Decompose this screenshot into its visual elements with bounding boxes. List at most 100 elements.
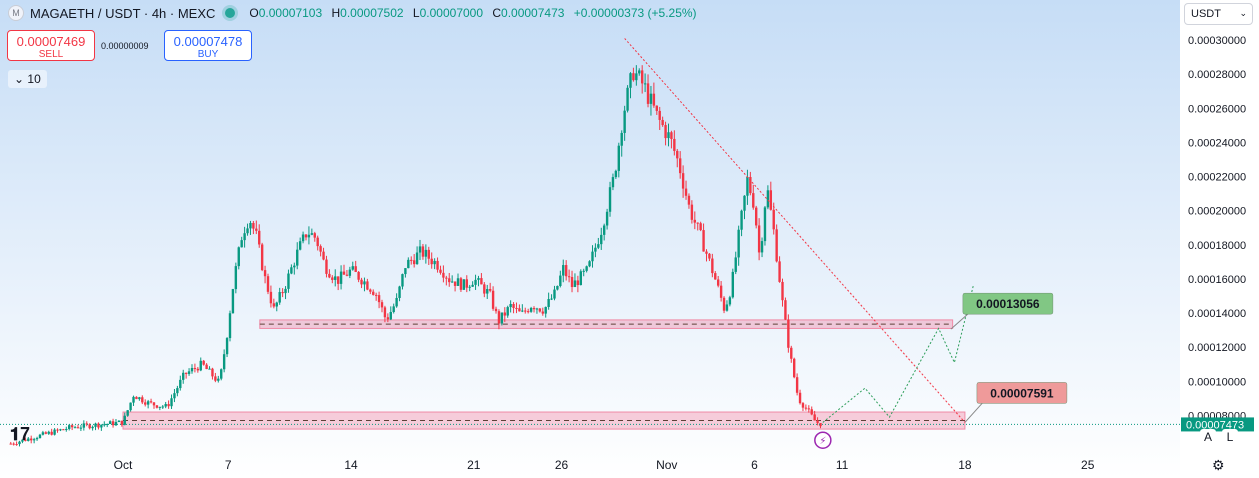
sell-price: 0.00007469 <box>16 34 86 49</box>
chevron-down-icon: ⌄ <box>1239 8 1247 18</box>
indicator-toggle[interactable]: ⌄ 10 <box>8 70 47 88</box>
candle-body <box>158 406 162 408</box>
candle-body <box>582 270 585 272</box>
candle-body <box>357 271 360 280</box>
log-scale-button[interactable]: L <box>1222 429 1238 445</box>
candle-body <box>620 132 623 146</box>
candle-body <box>234 266 238 290</box>
candle-body <box>82 423 86 428</box>
candle-body <box>47 431 50 434</box>
x-tick-label: 6 <box>751 458 758 472</box>
y-tick-label: 0.00024000 <box>1188 137 1246 149</box>
candle-body <box>398 286 401 298</box>
candle-body <box>728 297 732 305</box>
candle-body <box>88 424 91 429</box>
candle-body <box>576 280 580 286</box>
candle-body <box>421 246 425 257</box>
candle-body <box>91 426 94 429</box>
symbol-legend[interactable]: M MAGAETH / USDT · 4h · MEXC O0.00007103… <box>8 5 703 21</box>
candle-body <box>585 266 588 271</box>
candle-body <box>646 83 650 104</box>
candle-body <box>807 408 811 410</box>
sell-label: SELL <box>38 49 64 60</box>
candle-body <box>249 222 252 229</box>
candle-body <box>76 427 80 429</box>
candle-body <box>301 234 305 242</box>
candle-body <box>649 93 653 104</box>
candle-body <box>538 308 542 312</box>
candle-body <box>117 420 121 423</box>
candle-body <box>374 294 378 296</box>
candle-body <box>372 291 375 295</box>
y-tick-label: 0.00016000 <box>1188 274 1246 286</box>
candle-body <box>392 306 395 312</box>
candle-body <box>477 278 480 280</box>
candle-body <box>173 393 176 399</box>
candle-body <box>459 278 463 290</box>
auto-scale-button[interactable]: A <box>1200 429 1216 445</box>
candle-body <box>85 423 88 425</box>
chevron-down-icon: ⌄ <box>14 72 25 86</box>
candle-body <box>623 110 626 133</box>
token-logo-icon: M <box>8 5 24 21</box>
candle-body <box>258 230 261 245</box>
candle-body <box>269 291 273 304</box>
settings-gear-icon[interactable]: ⚙ <box>1212 457 1225 473</box>
candle-body <box>760 241 764 253</box>
currency-select[interactable]: USDT ⌄ <box>1184 3 1253 25</box>
candle-body <box>430 258 433 265</box>
candle-body <box>427 249 430 259</box>
candle-body <box>491 290 495 309</box>
candle-body <box>521 310 524 312</box>
last-price-text: 0.00007473 <box>1186 419 1244 431</box>
candle-body <box>518 308 521 312</box>
y-tick-label: 0.00026000 <box>1188 103 1246 115</box>
candle-body <box>205 364 208 370</box>
currency-value: USDT <box>1191 8 1221 20</box>
y-tick-label: 0.00022000 <box>1188 172 1246 184</box>
candle-body <box>778 261 781 282</box>
candle-body <box>573 280 577 288</box>
candle-body <box>445 277 448 279</box>
buy-button[interactable]: 0.00007478 BUY <box>164 30 252 61</box>
candle-body <box>21 439 24 442</box>
buy-label: BUY <box>197 49 219 60</box>
candle-body <box>287 273 290 289</box>
buy-price: 0.00007478 <box>173 34 243 49</box>
candle-body <box>652 93 656 106</box>
high-label: H <box>331 6 341 20</box>
candle-body <box>605 211 609 226</box>
y-tick-label: 0.00028000 <box>1188 69 1246 81</box>
candle-body <box>424 249 428 257</box>
candle-body <box>655 105 659 111</box>
candle-body <box>722 297 726 311</box>
candle-body <box>325 259 328 274</box>
candle-body <box>699 223 702 231</box>
candle-body <box>404 268 407 275</box>
candle-body <box>336 276 340 284</box>
candle-body <box>345 274 349 276</box>
candle-body <box>304 234 308 238</box>
candle-body <box>737 229 740 258</box>
candle-body <box>252 222 255 229</box>
symbol-title[interactable]: MAGAETH / USDT · 4h · MEXC <box>30 5 216 21</box>
sell-button[interactable]: 0.00007469 SELL <box>7 30 95 61</box>
candle-body <box>293 265 296 268</box>
candle-body <box>217 378 220 381</box>
candle-body <box>643 83 647 85</box>
candle-body <box>272 303 276 307</box>
tradingview-logo-icon[interactable]: 𝟏7 <box>10 424 31 444</box>
candle-body <box>363 281 366 285</box>
price-label-box <box>976 382 1068 404</box>
candle-body <box>170 398 173 407</box>
change-value: +0.00000373 (+5.25%) <box>573 6 697 20</box>
candle-body <box>284 288 287 294</box>
y-tick-label: 0.00030000 <box>1188 35 1246 47</box>
candle-body <box>313 233 316 238</box>
candle-body <box>734 257 737 272</box>
candle-body <box>132 396 135 403</box>
candle-body <box>719 285 723 298</box>
candle-body <box>617 145 620 171</box>
candle-body <box>503 312 506 316</box>
